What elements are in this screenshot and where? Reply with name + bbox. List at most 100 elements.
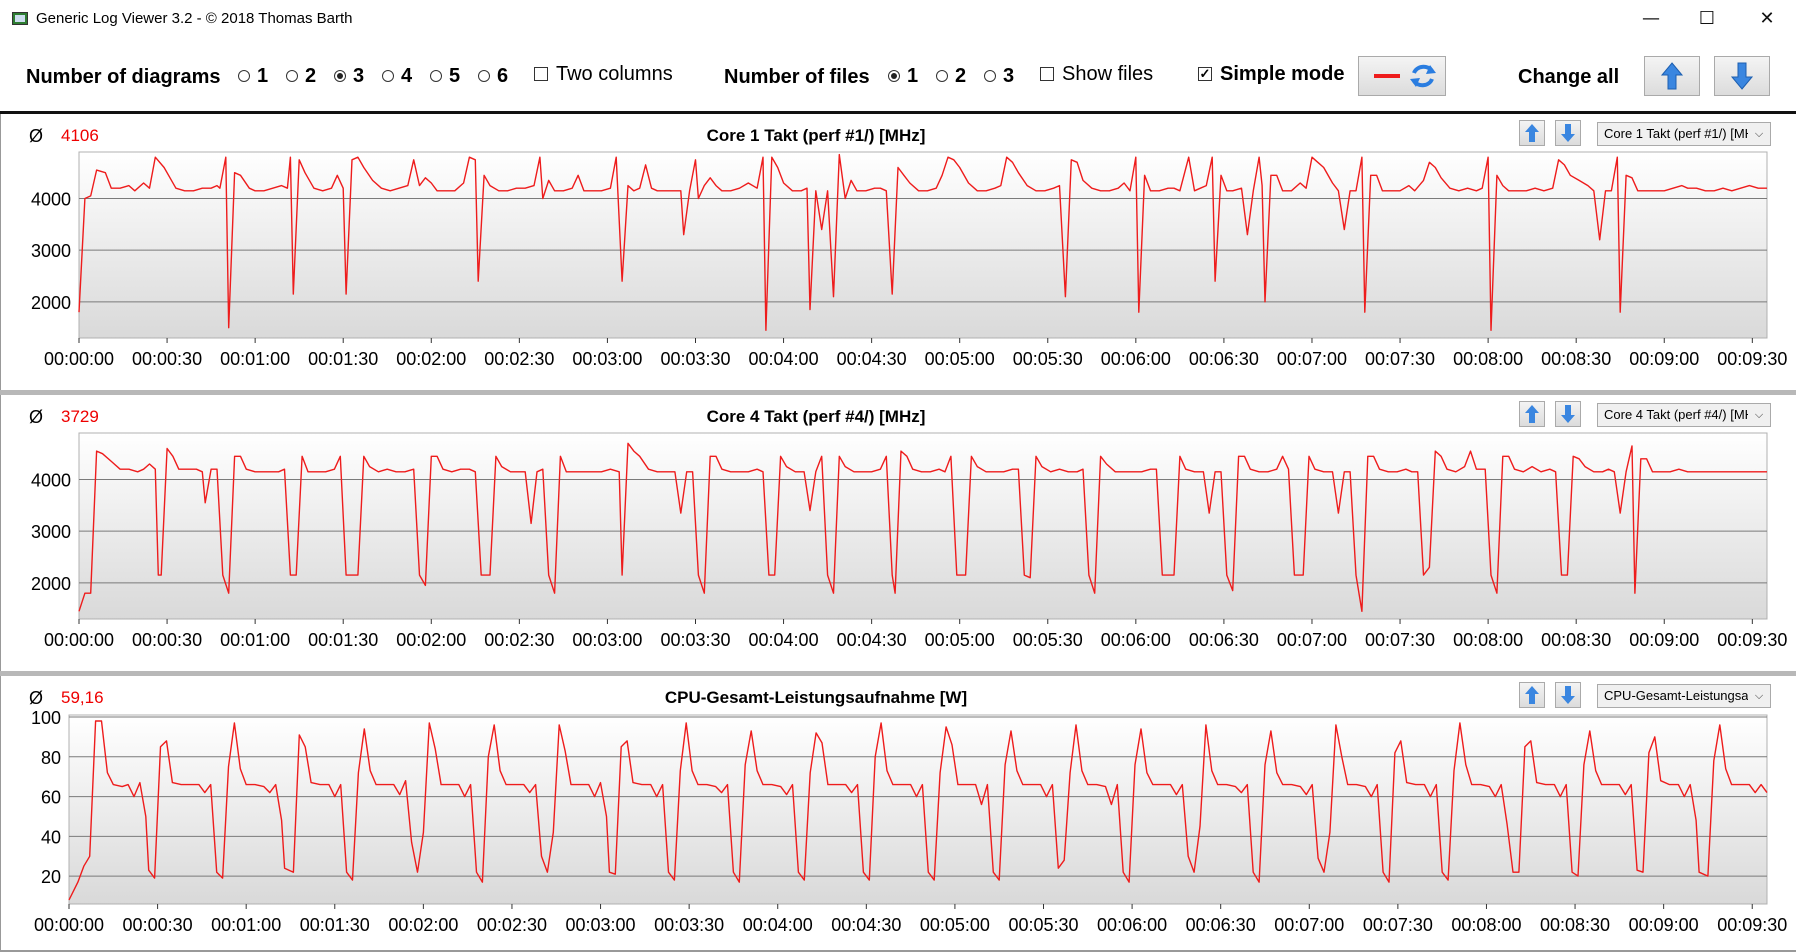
sensor-select-value: Core 4 Takt (perf #4/) [MHz] <box>1604 407 1765 422</box>
simple-mode-checkbox[interactable]: ✓ Simple mode <box>1198 62 1344 86</box>
minimize-button[interactable]: — <box>1642 8 1660 29</box>
two-columns-label: Two columns <box>556 62 673 85</box>
y-tick-label: 40 <box>41 827 61 847</box>
x-tick-label: 00:06:00 <box>1101 630 1171 650</box>
x-tick-label: 00:04:30 <box>831 915 901 935</box>
radio-dot <box>936 70 948 82</box>
average-symbol: Ø <box>29 407 44 427</box>
x-tick-label: 00:03:00 <box>572 349 642 369</box>
diagrams-radio-1[interactable]: 1 <box>238 64 268 88</box>
arrow-up-icon <box>1525 686 1539 704</box>
x-tick-label: 00:00:00 <box>44 630 114 650</box>
y-tick-label: 100 <box>31 708 61 728</box>
diagrams-radio-3[interactable]: 3 <box>334 64 364 88</box>
plot-area <box>78 432 1768 620</box>
average-value: 3729 <box>61 407 99 426</box>
radio-dot <box>334 70 346 82</box>
diagrams-radio-6[interactable]: 6 <box>478 64 508 88</box>
files-radio-2[interactable]: 2 <box>936 64 966 88</box>
window-title: Generic Log Viewer 3.2 - © 2018 Thomas B… <box>36 10 353 27</box>
x-tick-label: 00:06:00 <box>1097 915 1167 935</box>
title-bar: Generic Log Viewer 3.2 - © 2018 Thomas B… <box>0 0 1796 38</box>
move-all-down-button[interactable] <box>1714 56 1770 96</box>
x-tick-label: 00:00:30 <box>132 349 202 369</box>
x-tick-label: 00:05:30 <box>1013 630 1083 650</box>
move-up-button[interactable] <box>1519 120 1545 146</box>
show-files-checkbox[interactable]: Show files <box>1040 62 1153 86</box>
sensor-select[interactable]: Core 1 Takt (perf #1/) [MHz] ⌵ <box>1597 122 1771 146</box>
app-icon <box>12 12 28 25</box>
x-tick-label: 00:05:00 <box>925 630 995 650</box>
toolbar: Number of diagrams 1 2 3 4 5 6 Two colum… <box>0 38 1796 112</box>
series-line <box>68 720 1768 901</box>
x-tick-label: 00:09:00 <box>1629 915 1699 935</box>
x-tick-label: 00:07:30 <box>1365 630 1435 650</box>
x-tick-label: 00:06:30 <box>1189 630 1259 650</box>
checkbox-box: ✓ <box>1198 66 1212 81</box>
diagrams-radio-2[interactable]: 2 <box>286 64 316 88</box>
radio-label: 3 <box>1003 64 1015 87</box>
arrow-down-icon <box>1730 62 1754 90</box>
toolbar-separator <box>0 111 1796 114</box>
chevron-down-icon: ⌵ <box>1748 123 1770 145</box>
radio-label: 5 <box>449 64 461 87</box>
radio-label: 1 <box>257 64 269 87</box>
files-radio-3[interactable]: 3 <box>984 64 1014 88</box>
y-tick-label: 4000 <box>31 190 71 210</box>
move-down-button[interactable] <box>1555 120 1581 146</box>
files-radio-1[interactable]: 1 <box>888 64 918 88</box>
diagrams-radio-5[interactable]: 5 <box>430 64 460 88</box>
radio-dot <box>238 70 250 82</box>
number-of-diagrams-label: Number of diagrams <box>26 66 221 88</box>
diagram-title: Core 4 Takt (perf #4/) [MHz] <box>706 407 926 426</box>
x-tick-label: 00:09:30 <box>1717 349 1787 369</box>
maximize-button[interactable]: ☐ <box>1698 8 1716 29</box>
x-tick-label: 00:06:30 <box>1189 349 1259 369</box>
panel-splitter[interactable] <box>0 671 1796 677</box>
close-button[interactable]: ✕ <box>1759 8 1775 29</box>
sensor-select[interactable]: Core 4 Takt (perf #4/) [MHz] ⌵ <box>1597 403 1771 427</box>
x-tick-label: 00:08:00 <box>1453 630 1523 650</box>
x-tick-label: 00:08:30 <box>1541 630 1611 650</box>
radio-dot <box>430 70 442 82</box>
move-down-button[interactable] <box>1555 682 1581 708</box>
panel-splitter[interactable] <box>0 390 1796 396</box>
x-tick-label: 00:03:30 <box>654 915 724 935</box>
move-up-button[interactable] <box>1519 401 1545 427</box>
line-color-swap-button[interactable] <box>1358 56 1446 96</box>
move-up-button[interactable] <box>1519 682 1545 708</box>
diagram-panel-3: 20 40 60 80 100 00:00:00 00:00:30 00:01:00 00:01… <box>0 676 1796 952</box>
arrow-up-icon <box>1525 124 1539 142</box>
diagrams-radio-4[interactable]: 4 <box>382 64 412 88</box>
x-tick-label: 00:03:00 <box>566 915 636 935</box>
x-tick-label: 00:00:30 <box>132 630 202 650</box>
x-tick-label: 00:08:00 <box>1453 349 1523 369</box>
x-tick-label: 00:04:30 <box>837 630 907 650</box>
y-tick-label: 4000 <box>31 471 71 491</box>
x-tick-label: 00:06:00 <box>1101 349 1171 369</box>
x-tick-label: 00:00:30 <box>123 915 193 935</box>
y-tick-label: 60 <box>41 788 61 808</box>
two-columns-checkbox[interactable]: Two columns <box>534 62 673 86</box>
x-tick-label: 00:04:00 <box>749 349 819 369</box>
average-symbol: Ø <box>29 688 44 708</box>
x-tick-label: 00:01:00 <box>220 349 290 369</box>
sensor-select[interactable]: CPU-Gesamt-Leistungsaufnahme [W]⌵ <box>1597 684 1771 708</box>
arrow-up-icon <box>1660 62 1684 90</box>
x-tick-label: 00:02:30 <box>484 630 554 650</box>
x-tick-label: 00:00:00 <box>44 349 114 369</box>
chevron-down-icon: ⌵ <box>1748 404 1770 426</box>
x-tick-label: 00:04:00 <box>749 630 819 650</box>
y-tick-label: 3000 <box>31 522 71 542</box>
x-tick-label: 00:08:00 <box>1451 915 1521 935</box>
x-tick-label: 00:01:00 <box>220 630 290 650</box>
x-tick-label: 00:02:30 <box>477 915 547 935</box>
x-tick-label: 00:01:30 <box>300 915 370 935</box>
move-down-button[interactable] <box>1555 401 1581 427</box>
x-tick-label: 00:08:30 <box>1541 349 1611 369</box>
move-all-up-button[interactable] <box>1644 56 1700 96</box>
radio-label: 4 <box>401 64 413 87</box>
x-tick-label: 00:08:30 <box>1540 915 1610 935</box>
y-tick-label: 2000 <box>31 293 71 313</box>
x-tick-label: 00:01:30 <box>308 349 378 369</box>
